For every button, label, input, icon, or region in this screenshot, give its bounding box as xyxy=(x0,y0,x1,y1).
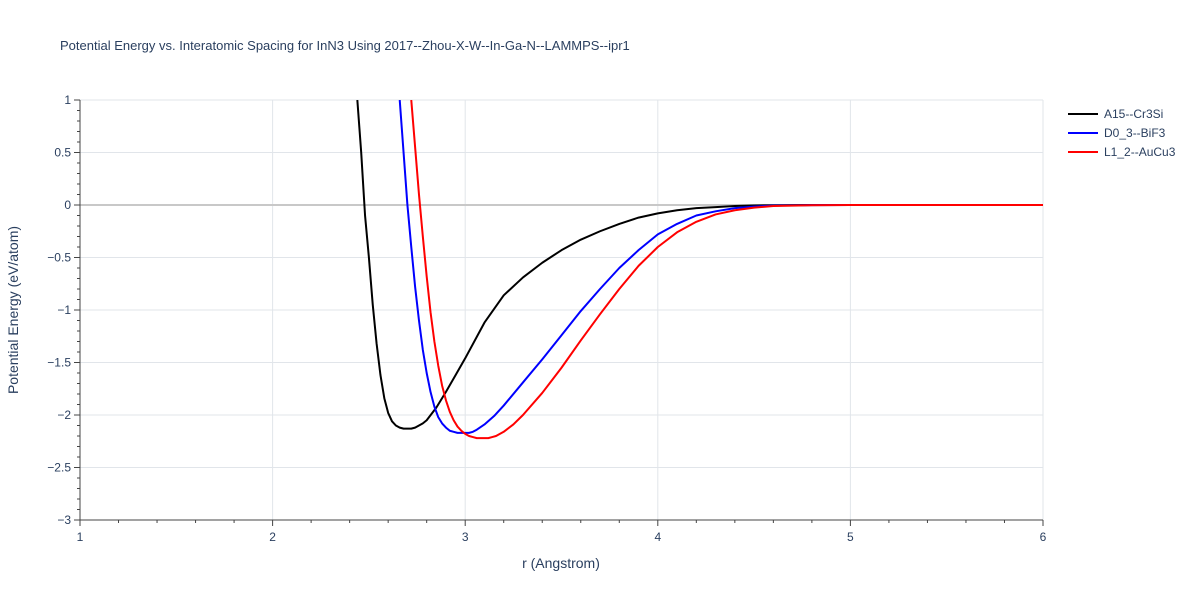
y-tick-label: 0.5 xyxy=(54,146,71,160)
x-tick-label: 1 xyxy=(77,530,84,544)
y-tick-label: 1 xyxy=(64,93,71,107)
y-tick-label: −1.5 xyxy=(47,356,71,370)
y-tick-label: 0 xyxy=(64,198,71,212)
x-tick-label: 6 xyxy=(1040,530,1047,544)
y-tick-label: −1 xyxy=(57,303,71,317)
series-line-D0_3--BiF3 xyxy=(398,100,1043,434)
series-lines xyxy=(356,100,1043,440)
y-axis-label: Potential Energy (eV/atom) xyxy=(5,226,21,394)
grid xyxy=(80,99,1044,520)
legend-label: A15--Cr3Si xyxy=(1104,107,1163,121)
chart-title: Potential Energy vs. Interatomic Spacing… xyxy=(60,38,630,53)
y-tick-labels: −3 −2.5 −2 −1.5 −1 −0.5 0 0.5 1 xyxy=(47,93,71,527)
x-tick-labels: 1 2 3 4 5 6 xyxy=(77,530,1047,544)
series-line-L1_2--AuCu3 xyxy=(410,100,1043,440)
legend-label: D0_3--BiF3 xyxy=(1104,126,1166,140)
legend: A15--Cr3Si D0_3--BiF3 L1_2--AuCu3 xyxy=(1068,107,1176,159)
x-tick-label: 2 xyxy=(269,530,276,544)
y-tick-label: −2.5 xyxy=(47,461,71,475)
y-tick-label: −0.5 xyxy=(47,251,71,265)
x-tick-label: 3 xyxy=(462,530,469,544)
x-axis-label: r (Angstrom) xyxy=(522,555,600,571)
y-tick-label: −2 xyxy=(57,408,71,422)
x-tick-label: 5 xyxy=(847,530,854,544)
y-tick-label: −3 xyxy=(57,513,71,527)
legend-label: L1_2--AuCu3 xyxy=(1104,145,1176,159)
series-line-A15--Cr3Si xyxy=(356,100,1043,430)
axes xyxy=(74,99,1044,526)
x-tick-label: 4 xyxy=(654,530,661,544)
